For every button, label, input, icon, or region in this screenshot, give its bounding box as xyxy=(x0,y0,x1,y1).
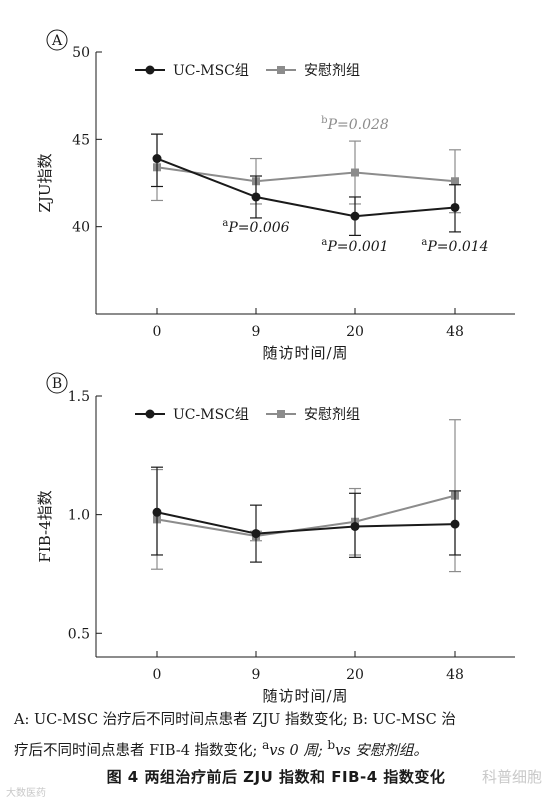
x-tick-label: 0 xyxy=(153,667,162,683)
legend-label: 安慰剂组 xyxy=(304,406,360,423)
legend-marker xyxy=(277,410,285,418)
x-tick-label: 0 xyxy=(153,324,162,340)
series-uc-msc xyxy=(151,133,461,236)
watermark-right: 科普细胞 xyxy=(481,768,542,786)
annotation-superscript: a xyxy=(421,237,427,248)
figure-title: 图 4 两组治疗前后 ZJU 指数和 FIB-4 指数变化 xyxy=(106,768,446,786)
data-point xyxy=(351,168,359,177)
panel-label-circle xyxy=(46,29,68,51)
legend-marker xyxy=(277,66,285,74)
annotation-text: P=0.014 xyxy=(426,239,488,255)
p-value-annotation: aP=0.006 xyxy=(222,218,289,236)
annotation-text: P=0.006 xyxy=(227,220,289,236)
series-placebo xyxy=(151,419,461,573)
legend-marker xyxy=(145,65,155,75)
y-tick-label: 1.0 xyxy=(68,508,90,524)
legend-marker xyxy=(145,409,155,419)
data-point xyxy=(450,202,460,212)
data-point xyxy=(152,154,162,164)
y-tick-label: 1.5 xyxy=(68,389,90,405)
legend: UC-MSC组 安慰剂组 xyxy=(135,62,360,79)
legend-label: UC-MSC组 xyxy=(173,407,249,423)
series-line xyxy=(156,511,456,535)
p-value-annotation: bP=0.028 xyxy=(321,115,389,133)
x-tick-label: 9 xyxy=(252,667,261,683)
x-axis-title: 随访时间/周 xyxy=(262,344,348,362)
p-value-annotation: aP=0.014 xyxy=(421,237,488,255)
x-axis-title: 随访时间/周 xyxy=(262,687,348,705)
watermark-left: 大数医药 xyxy=(6,788,46,799)
caption-vs-0: vs 0 周; xyxy=(269,742,328,759)
figure-caption: A: UC-MSC 治疗后不同时间点患者 ZJU 指数变化; B: UC-MSC… xyxy=(14,708,540,764)
annotation-text: P=0.028 xyxy=(327,117,389,133)
x-tick-label: 20 xyxy=(346,324,364,340)
panel-label-circle xyxy=(46,372,68,394)
data-point xyxy=(251,529,261,539)
x-tick-label: 9 xyxy=(252,324,261,340)
series-uc-msc xyxy=(151,466,461,563)
y-tick-label: 45 xyxy=(72,132,90,148)
y-tick-label: 0.5 xyxy=(68,626,90,642)
y-tick-label: 40 xyxy=(72,220,90,236)
annotation-superscript: b xyxy=(321,115,327,126)
x-tick-label: 48 xyxy=(446,324,464,340)
legend: UC-MSC组 安慰剂组 xyxy=(135,406,360,423)
annotation-superscript: a xyxy=(321,237,327,248)
x-tick-label: 20 xyxy=(346,667,364,683)
y-axis-title: ZJU指数 xyxy=(36,153,54,212)
annotation-superscript: a xyxy=(222,218,228,229)
data-point xyxy=(350,522,360,531)
legend-label: UC-MSC组 xyxy=(173,63,249,79)
annotation-text: P=0.001 xyxy=(326,239,388,255)
legend-label: 安慰剂组 xyxy=(304,62,360,79)
panel-label: A xyxy=(51,33,63,49)
y-tick-label: 50 xyxy=(72,45,90,61)
x-tick-label: 48 xyxy=(446,667,464,683)
caption-line-1: A: UC-MSC 治疗后不同时间点患者 ZJU 指数变化; B: UC-MSC… xyxy=(14,712,456,728)
data-point xyxy=(450,519,460,529)
caption-line-2: 疗后不同时间点患者 FIB-4 指数变化; xyxy=(14,742,263,759)
series-line xyxy=(156,157,456,218)
y-axis-title: FIB-4指数 xyxy=(36,490,54,562)
data-point xyxy=(451,177,459,186)
caption-sup-b: b xyxy=(327,738,336,752)
caption-sup-a: a xyxy=(262,738,270,752)
data-point xyxy=(152,507,162,517)
p-value-annotation: aP=0.001 xyxy=(321,237,388,255)
caption-vs-placebo: vs 安慰剂组。 xyxy=(335,742,428,759)
panel-label: B xyxy=(52,376,62,392)
series-line xyxy=(156,494,456,538)
series-line xyxy=(156,166,456,183)
data-point xyxy=(251,192,261,202)
chart-panel-b: B 0.5 1.0 1.5 0 9 20 48 随访时间/周 FIB-4指数 UC-MSC组 安慰剂组 xyxy=(36,372,515,705)
data-point xyxy=(350,211,360,221)
